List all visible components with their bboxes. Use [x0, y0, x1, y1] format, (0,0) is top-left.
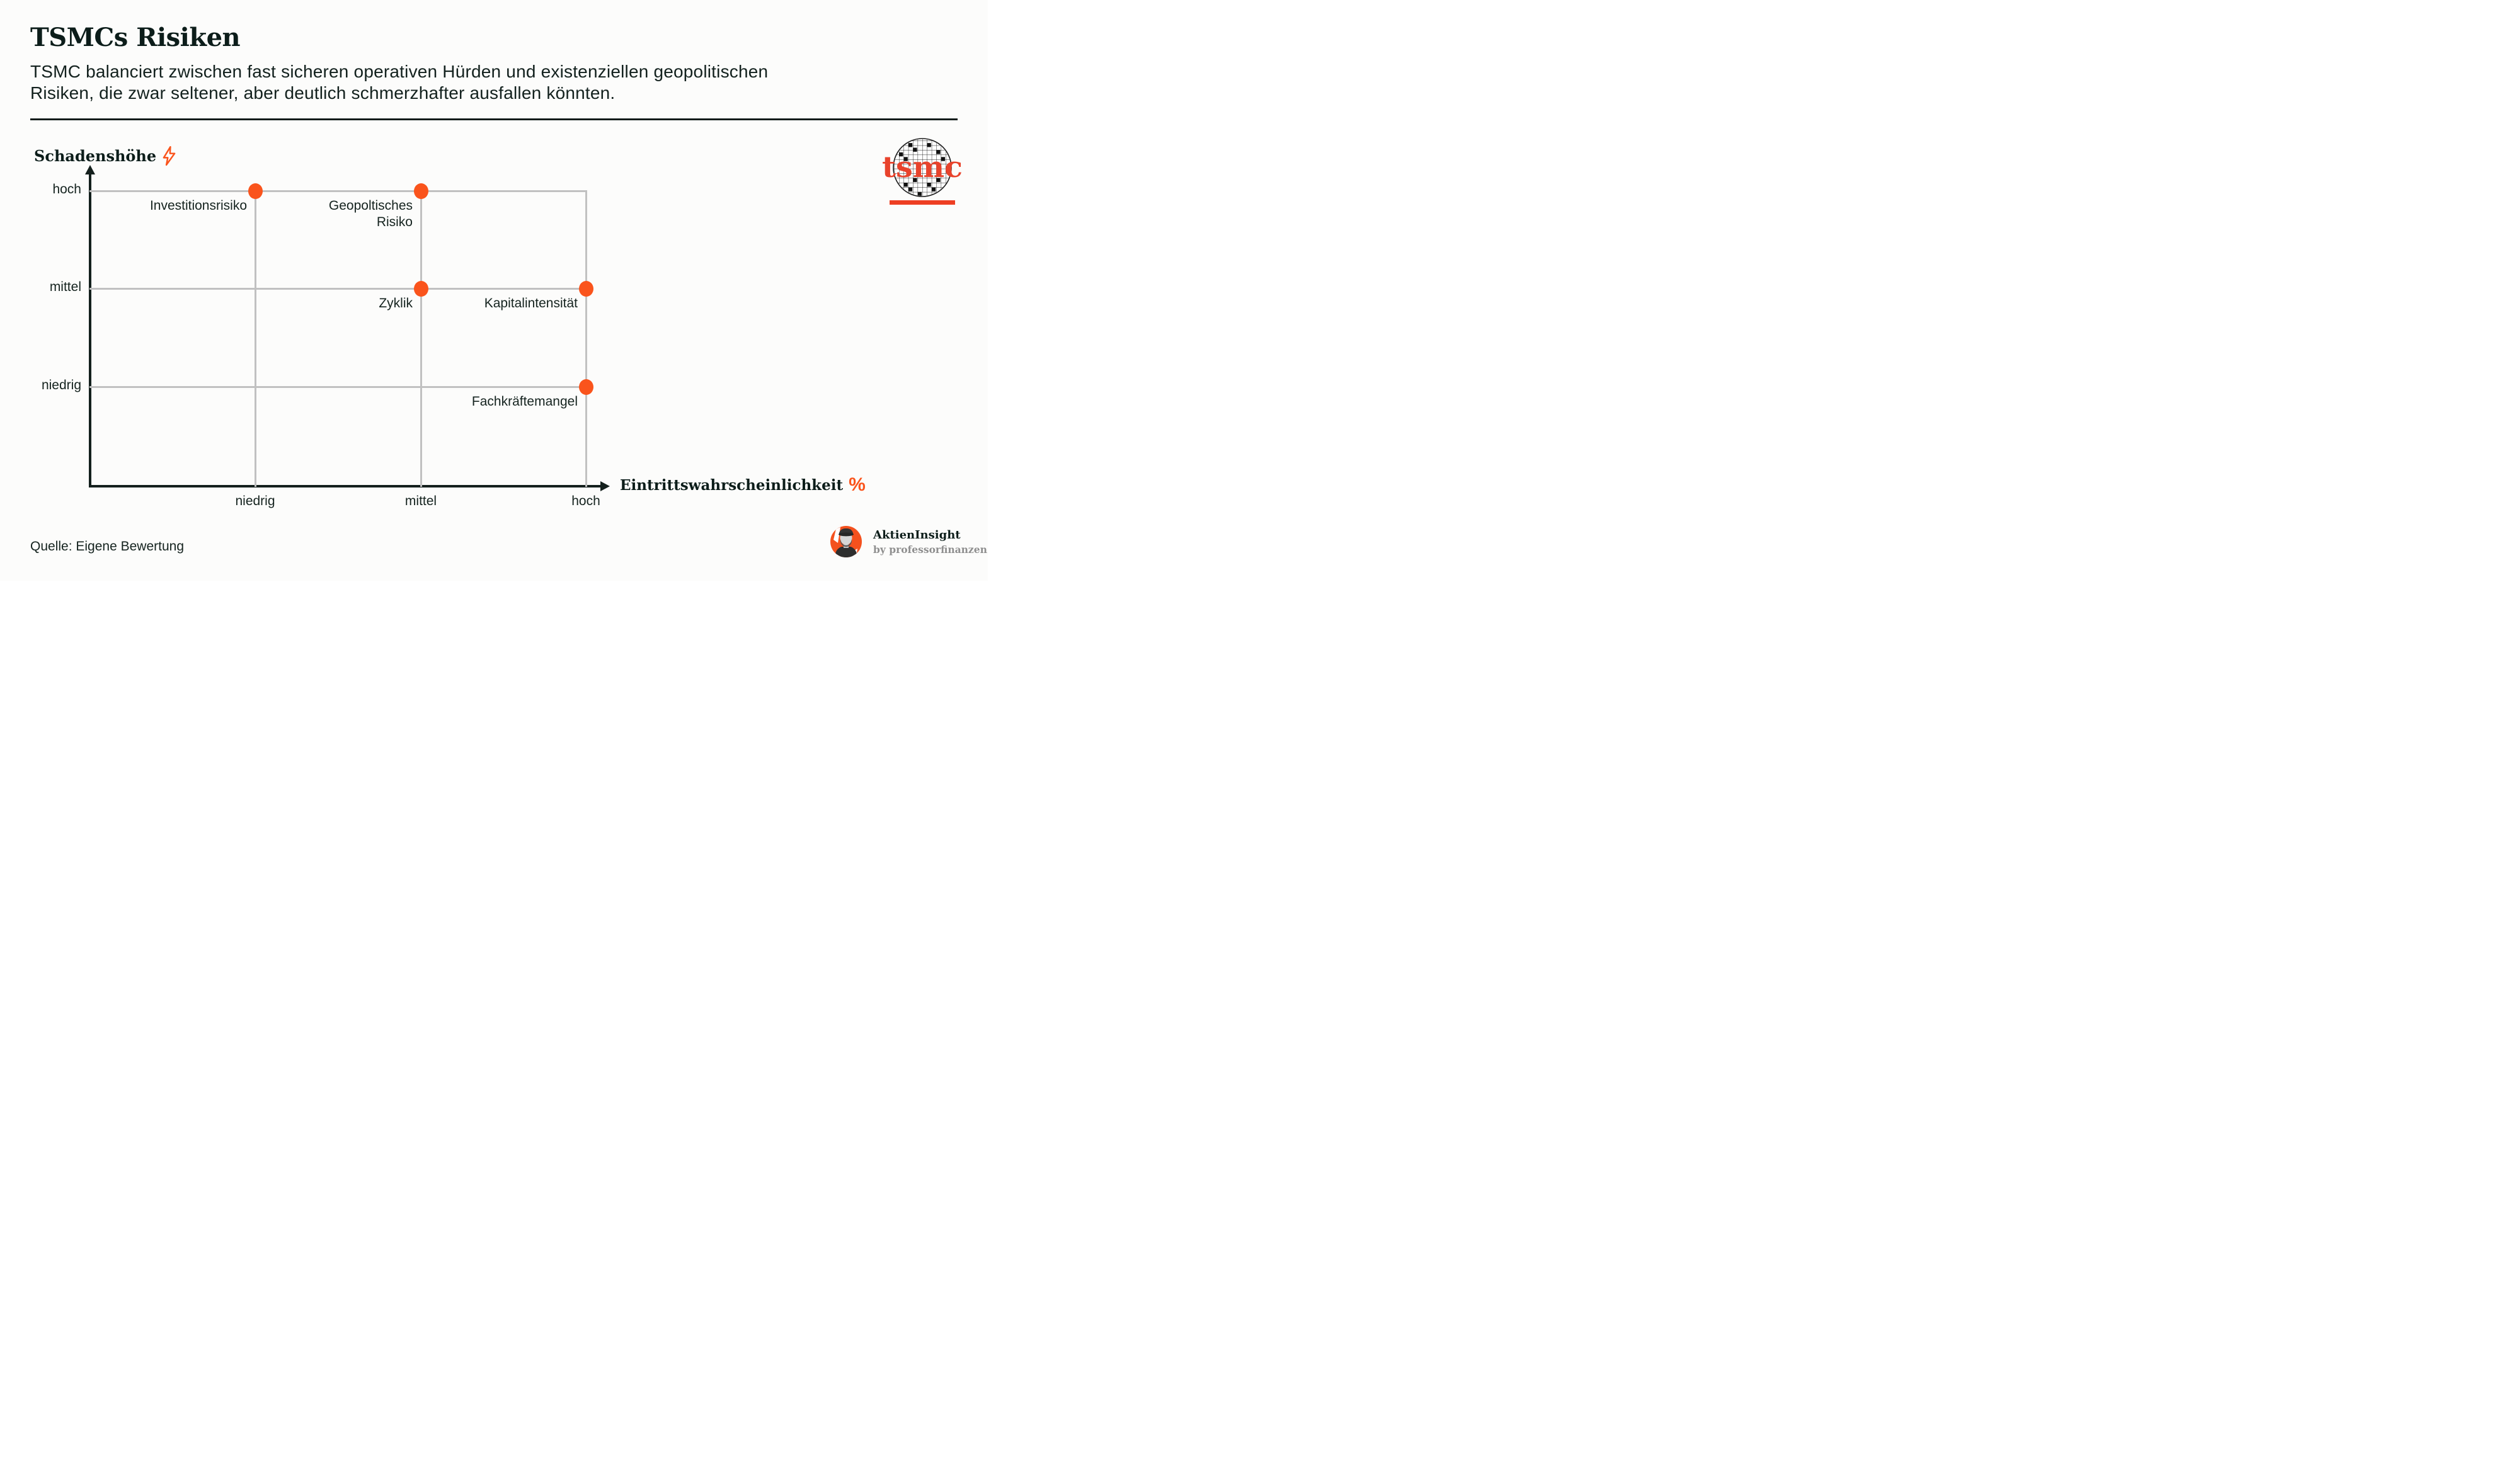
tsmc-logo-underline — [890, 200, 955, 205]
page-title: TSMCs Risiken — [30, 23, 241, 52]
data-point-label: Zyklik — [379, 296, 413, 311]
credit-subtitle: by professorfinanzen — [873, 543, 987, 556]
header-divider — [30, 118, 958, 120]
x-axis-line — [89, 485, 601, 487]
x-tick-label: hoch — [571, 494, 600, 508]
axis-arrow-up-icon — [84, 165, 95, 174]
infographic-canvas: TSMCs Risiken TSMC balanciert zwischen f… — [0, 0, 988, 581]
credit-title: AktienInsight — [873, 528, 961, 542]
vertical-gridline — [585, 190, 587, 487]
data-point-label: Geopoltisches Risiko — [328, 198, 413, 230]
y-axis-title-label: Schadenshöhe — [34, 147, 157, 165]
horizontal-gridline — [89, 190, 587, 192]
data-point-dot — [578, 280, 593, 297]
y-axis-line — [89, 174, 91, 487]
data-point-dot — [578, 379, 593, 395]
x-tick-label: mittel — [404, 494, 437, 508]
avatar — [830, 526, 862, 557]
x-axis-title: Eintrittswahrscheinlichkeit % — [620, 476, 866, 494]
source-note: Quelle: Eigene Bewertung — [30, 539, 184, 554]
y-tick-label: hoch — [52, 182, 81, 197]
tsmc-logo: tsmc — [882, 138, 963, 205]
data-point-label: Fachkräftemangel — [471, 394, 578, 409]
axis-arrow-right-icon — [600, 481, 610, 491]
y-tick-label: niedrig — [41, 378, 81, 392]
data-point-dot — [248, 183, 263, 199]
tsmc-logo-text: tsmc — [882, 150, 963, 184]
lightning-bolt-icon — [163, 146, 176, 166]
brand-credit: AktienInsight by professorfinanzen — [830, 526, 987, 557]
horizontal-gridline — [89, 385, 587, 388]
y-tick-label: mittel — [49, 280, 81, 294]
wafer-icon: tsmc — [882, 138, 963, 205]
data-point-dot — [413, 280, 428, 297]
subtitle-line-1: TSMC balanciert zwischen fast sicheren o… — [30, 62, 769, 81]
subtitle-line-2: Risiken, die zwar seltener, aber deutlic… — [30, 83, 616, 103]
y-axis-title: Schadenshöhe — [34, 146, 176, 166]
x-axis-title-label: Eintrittswahrscheinlichkeit — [620, 476, 844, 494]
vertical-gridline — [420, 190, 422, 487]
horizontal-gridline — [89, 287, 587, 290]
data-point-label: Investitionsrisiko — [149, 198, 247, 213]
percent-icon: % — [849, 474, 866, 495]
risk-matrix-chart: Schadenshöhe Eintrittswahrscheinlichkeit… — [0, 0, 988, 581]
x-tick-label: niedrig — [235, 494, 275, 508]
vertical-gridline — [254, 190, 256, 487]
page-subtitle: TSMC balanciert zwischen fast sicheren o… — [30, 61, 963, 103]
data-point-label: Kapitalintensität — [484, 296, 578, 311]
data-point-dot — [413, 183, 428, 199]
